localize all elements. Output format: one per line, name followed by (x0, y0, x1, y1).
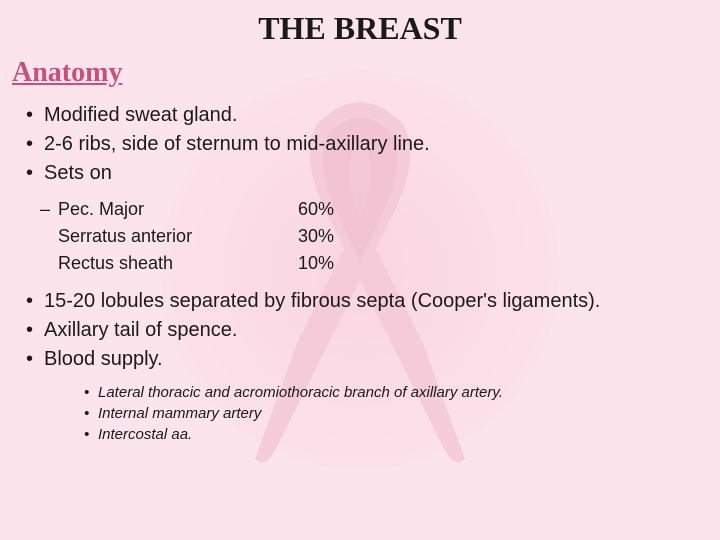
blood-supply-list: Lateral thoracic and acromiothoracic bra… (12, 382, 708, 445)
sets-on-value: 10% (298, 250, 334, 277)
sets-on-value: 30% (298, 223, 334, 250)
sets-on-row: Serratus anterior 30% (40, 223, 708, 250)
bullet-item: Modified sweat gland. (26, 101, 708, 130)
bottom-bullets: 15-20 lobules separated by fibrous septa… (12, 287, 708, 374)
sub-bullet: Internal mammary artery (84, 403, 708, 424)
sets-on-list: Pec. Major 60% Serratus anterior 30% Rec… (12, 196, 708, 277)
sets-on-row: Pec. Major 60% (40, 196, 708, 223)
sets-on-label: Pec. Major (58, 196, 298, 223)
sets-on-label: Rectus sheath (58, 250, 298, 277)
bullet-item: Sets on (26, 159, 708, 188)
section-heading: Anatomy (12, 57, 708, 89)
sub-bullet: Lateral thoracic and acromiothoracic bra… (84, 382, 708, 403)
slide-content: THE BREAST Anatomy Modified sweat gland.… (0, 0, 720, 455)
sub-bullet: Intercostal aa. (84, 424, 708, 445)
sets-on-label: Serratus anterior (58, 223, 298, 250)
bullet-item: 2-6 ribs, side of sternum to mid-axillar… (26, 130, 708, 159)
bullet-item: Blood supply. (26, 345, 708, 374)
bullet-item: 15-20 lobules separated by fibrous septa… (26, 287, 708, 316)
bullet-item: Axillary tail of spence. (26, 316, 708, 345)
sets-on-row: Rectus sheath 10% (40, 250, 708, 277)
slide-title: THE BREAST (12, 10, 708, 47)
top-bullets: Modified sweat gland. 2-6 ribs, side of … (12, 101, 708, 188)
sets-on-value: 60% (298, 196, 334, 223)
